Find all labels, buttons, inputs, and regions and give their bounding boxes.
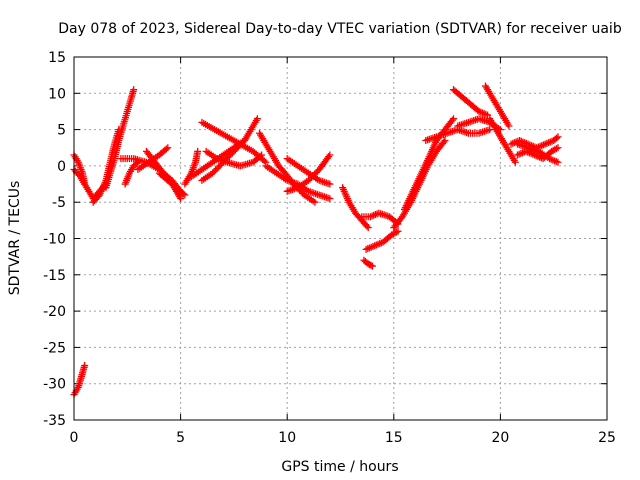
data-point bbox=[311, 198, 319, 206]
data-point bbox=[213, 164, 221, 172]
data-point bbox=[227, 150, 235, 158]
data-point bbox=[177, 195, 185, 203]
y-tick-label: 10 bbox=[48, 86, 66, 102]
x-tick-label: 0 bbox=[70, 430, 79, 446]
data-point bbox=[181, 191, 189, 199]
x-tick-label: 20 bbox=[491, 430, 509, 446]
y-tick-label: -25 bbox=[43, 340, 66, 356]
data-point bbox=[553, 134, 561, 142]
x-tick-label: 15 bbox=[385, 430, 403, 446]
data-point bbox=[209, 169, 217, 177]
data-point bbox=[326, 195, 334, 203]
data-point bbox=[392, 228, 400, 236]
data-point bbox=[230, 147, 238, 155]
data-point bbox=[194, 147, 202, 155]
y-tick-label: -30 bbox=[43, 377, 66, 393]
grid bbox=[74, 57, 607, 420]
data-point bbox=[554, 133, 562, 141]
data-point bbox=[164, 144, 172, 152]
data-point bbox=[505, 122, 513, 130]
data-points bbox=[70, 82, 562, 399]
data-point bbox=[308, 173, 316, 181]
plot-frame bbox=[73, 56, 608, 421]
data-point bbox=[233, 144, 241, 152]
y-tick-label: -5 bbox=[52, 195, 66, 211]
data-point bbox=[312, 169, 320, 177]
data-point bbox=[552, 145, 560, 153]
data-point bbox=[215, 163, 223, 171]
y-tick-label: 15 bbox=[48, 50, 66, 66]
data-point bbox=[363, 222, 371, 230]
y-tick-label: -10 bbox=[43, 232, 66, 248]
data-point bbox=[484, 111, 492, 119]
data-point bbox=[162, 145, 170, 153]
y-tick-label: 5 bbox=[57, 123, 66, 139]
data-point bbox=[448, 116, 456, 124]
y-axis-label: SDTVAR / TECUs bbox=[7, 181, 23, 296]
data-point bbox=[260, 157, 268, 165]
data-point bbox=[253, 115, 261, 123]
data-point bbox=[440, 138, 448, 146]
data-point bbox=[511, 158, 519, 166]
axis-ticks: 0 5 10 15 20 25 -35 -30 -25 -20 -15 -10 -5 0 5 10 15 bbox=[43, 50, 616, 446]
data-point bbox=[311, 170, 319, 178]
data-point bbox=[326, 180, 334, 188]
data-point bbox=[325, 153, 333, 161]
data-point bbox=[305, 176, 313, 184]
data-point bbox=[554, 158, 562, 166]
x-axis-label: GPS time / hours bbox=[281, 459, 398, 475]
data-point bbox=[449, 115, 457, 123]
data-point bbox=[368, 262, 376, 270]
data-point bbox=[130, 86, 138, 94]
data-point bbox=[367, 261, 375, 269]
data-point bbox=[225, 152, 233, 160]
x-tick-label: 25 bbox=[598, 430, 616, 446]
data-point bbox=[486, 126, 494, 134]
data-point bbox=[231, 146, 239, 154]
data-point bbox=[228, 149, 236, 157]
y-tick-label: -35 bbox=[43, 413, 66, 429]
data-point bbox=[179, 190, 187, 198]
data-point bbox=[394, 227, 402, 235]
y-tick-label: -15 bbox=[43, 268, 66, 284]
data-point bbox=[326, 151, 334, 159]
data-point bbox=[309, 172, 317, 180]
chart-title: Day 078 of 2023, Sidereal Day-to-day VTE… bbox=[58, 21, 622, 37]
data-point bbox=[81, 362, 89, 370]
data-point bbox=[212, 166, 220, 174]
data-point bbox=[554, 144, 562, 152]
y-tick-label: 0 bbox=[57, 159, 66, 175]
data-point bbox=[306, 175, 314, 183]
data-point bbox=[364, 224, 372, 232]
x-tick-label: 10 bbox=[278, 430, 296, 446]
data-point bbox=[210, 168, 218, 176]
x-tick-label: 5 bbox=[176, 430, 185, 446]
data-point bbox=[441, 136, 449, 144]
y-tick-label: -20 bbox=[43, 304, 66, 320]
